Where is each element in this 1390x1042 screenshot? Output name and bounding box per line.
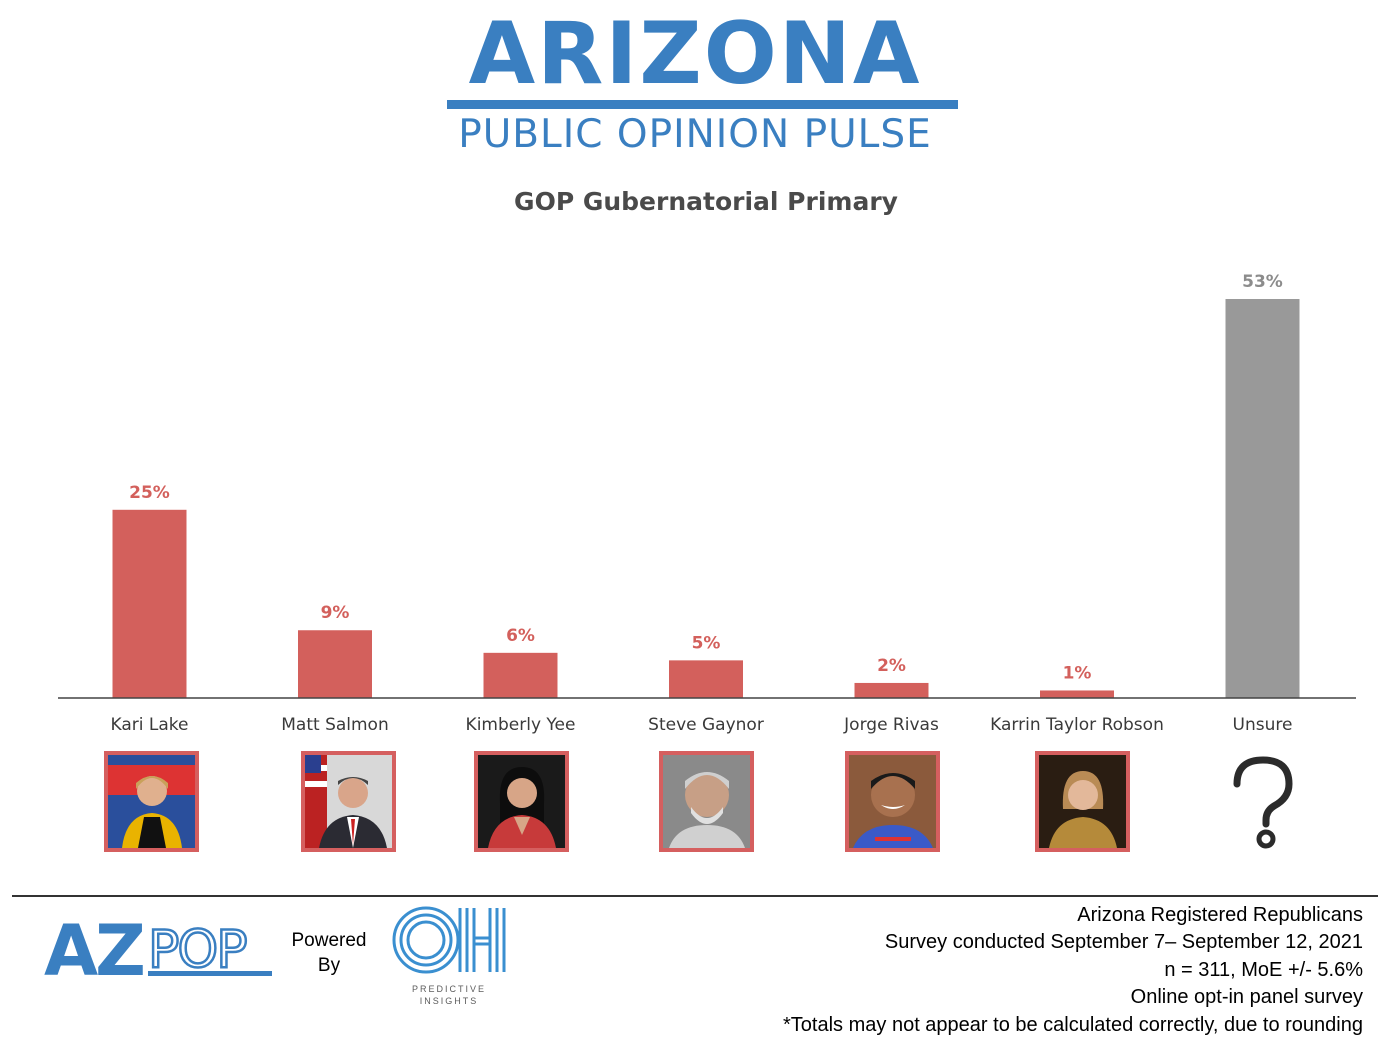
- bar-kimberly-yee: [483, 652, 558, 698]
- note-line: Arizona Registered Republicans: [1077, 904, 1363, 926]
- oh-subtitle: PREDICTIVE INSIGHTS: [411, 984, 486, 1006]
- data-label: 9%: [321, 603, 350, 623]
- kimberly-yee-photo: [474, 751, 569, 852]
- category-label: Matt Salmon: [281, 715, 389, 735]
- data-label: 2%: [877, 656, 906, 676]
- bar-karrin-taylor-robson: [1040, 690, 1114, 698]
- bar-chart: 25% Kari Lake 9% Matt Salmon 6% Kimberly Yee 5…: [58, 272, 1356, 735]
- jorge-rivas-photo: [845, 751, 940, 852]
- logo-rule: [447, 100, 958, 109]
- note-line: Survey conducted September 7– September …: [884, 931, 1363, 954]
- category-label: Kimberly Yee: [466, 715, 576, 735]
- category-label: Steve Gaynor: [648, 715, 764, 735]
- footer-rule: [12, 895, 1378, 897]
- chart-title: GOP Gubernatorial Primary: [514, 187, 898, 216]
- note-line: Online opt-in panel survey: [1130, 986, 1363, 1009]
- data-label: 6%: [506, 626, 535, 646]
- oh-logo: [392, 906, 506, 974]
- data-label: 5%: [692, 633, 721, 653]
- azpop-az-text: AZ: [44, 913, 143, 983]
- data-label: 53%: [1242, 272, 1283, 292]
- logo-title: ARIZONA: [468, 4, 922, 104]
- category-label: Unsure: [1233, 715, 1293, 735]
- azpop-pop-text: POP: [148, 920, 246, 980]
- matt-salmon-photo: [301, 751, 396, 852]
- question-mark-icon: [1233, 756, 1293, 849]
- karrin-taylor-robson-photo: [1035, 751, 1130, 852]
- category-label: Jorge Rivas: [843, 715, 939, 735]
- bar-jorge-rivas: [854, 682, 929, 698]
- category-label: Karrin Taylor Robson: [990, 715, 1164, 735]
- survey-notes: Arizona Registered Republicans Survey co…: [783, 902, 1363, 1039]
- data-label: 25%: [129, 483, 170, 503]
- steve-gaynor-photo: [659, 751, 754, 852]
- note-line: n = 311, MoE +/- 5.6%: [1164, 958, 1363, 981]
- data-label: 1%: [1063, 663, 1092, 683]
- bar-steve-gaynor: [669, 660, 743, 698]
- bar-matt-salmon: [298, 630, 372, 698]
- note-line: *Totals may not appear to be calculated …: [783, 1013, 1363, 1036]
- bar-kari-lake: [112, 509, 187, 698]
- powered-by-text: Powered By: [291, 930, 367, 976]
- bar-unsure: [1225, 299, 1300, 698]
- logo-subtitle: PUBLIC OPINION PULSE: [458, 112, 932, 157]
- category-label: Kari Lake: [111, 715, 189, 735]
- kari-lake-photo: [104, 751, 199, 852]
- azpop-logo: AZ POP: [44, 913, 272, 983]
